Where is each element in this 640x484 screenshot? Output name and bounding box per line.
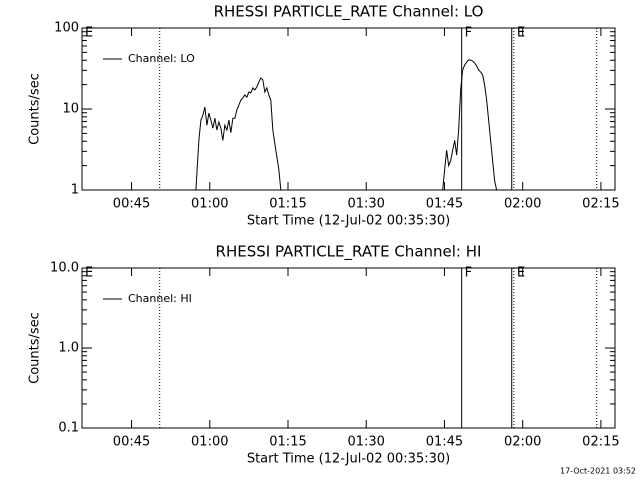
y-axis-label: Counts/sec — [28, 312, 43, 384]
marker-label: E — [85, 26, 93, 41]
x-axis-label: Start Time (12-Jul-02 00:35:30) — [247, 214, 450, 229]
x-tick-label: 01:45 — [426, 435, 463, 450]
y-tick-label: 1.0 — [58, 341, 79, 356]
marker-label: F — [465, 266, 472, 281]
x-tick-label: 01:00 — [191, 197, 228, 212]
x-tick-label: 02:00 — [504, 197, 541, 212]
y-tick-label: 1 — [71, 183, 79, 198]
chart-title: RHESSI PARTICLE_RATE Channel: LO — [214, 3, 484, 22]
footer: 17-Oct-2021 03:52 — [560, 467, 636, 476]
marker-label: E — [517, 266, 525, 281]
y-tick-label: 10 — [62, 102, 79, 117]
marker-label: E — [517, 26, 525, 41]
legend-label: Channel: LO — [128, 52, 195, 65]
x-tick-label: 02:15 — [582, 435, 619, 450]
x-tick-label: 01:00 — [191, 435, 228, 450]
x-tick-label: 02:00 — [504, 435, 541, 450]
x-tick-label: 01:15 — [269, 197, 306, 212]
x-tick-label: 01:30 — [347, 197, 384, 212]
x-tick-label: 02:15 — [582, 197, 619, 212]
x-tick-label: 01:15 — [269, 435, 306, 450]
x-tick-label: 01:45 — [426, 197, 463, 212]
y-tick-label: 10.0 — [50, 261, 79, 276]
y-tick-label: 0.1 — [58, 421, 79, 436]
chart-title: RHESSI PARTICLE_RATE Channel: HI — [216, 243, 482, 262]
x-tick-label: 00:45 — [113, 435, 150, 450]
y-axis-label: Counts/sec — [28, 73, 43, 145]
marker-label: F — [465, 26, 472, 41]
marker-label: E — [85, 266, 93, 281]
legend-label: Channel: HI — [128, 292, 192, 305]
x-axis-label: Start Time (12-Jul-02 00:35:30) — [247, 452, 450, 467]
x-tick-label: 00:45 — [113, 197, 150, 212]
data-line — [195, 59, 498, 191]
x-tick-label: 01:30 — [347, 435, 384, 450]
y-tick-label: 100 — [54, 21, 79, 36]
